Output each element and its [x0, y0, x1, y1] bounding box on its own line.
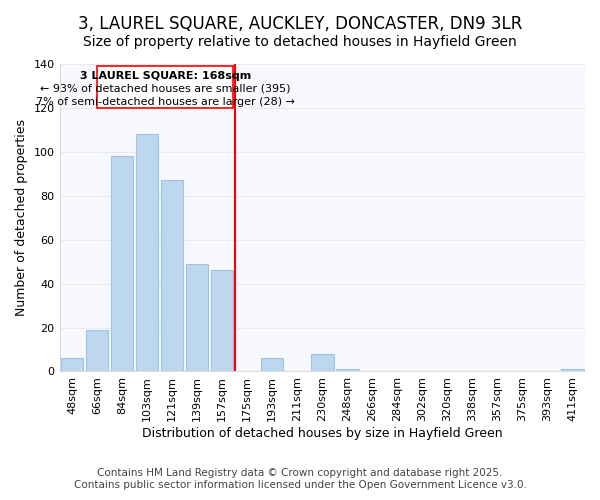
Bar: [111, 156, 133, 372]
Text: ← 93% of detached houses are smaller (395): ← 93% of detached houses are smaller (39…: [40, 84, 290, 94]
Text: 3 LAUREL SQUARE: 168sqm: 3 LAUREL SQUARE: 168sqm: [80, 70, 251, 81]
Text: Contains HM Land Registry data © Crown copyright and database right 2025.
Contai: Contains HM Land Registry data © Crown c…: [74, 468, 526, 490]
Bar: [186, 264, 208, 372]
Bar: [86, 330, 109, 372]
Bar: [311, 354, 334, 372]
Bar: [211, 270, 233, 372]
X-axis label: Distribution of detached houses by size in Hayfield Green: Distribution of detached houses by size …: [142, 427, 503, 440]
Bar: [561, 370, 584, 372]
Bar: [336, 370, 359, 372]
Bar: [261, 358, 283, 372]
Y-axis label: Number of detached properties: Number of detached properties: [15, 119, 28, 316]
Bar: [136, 134, 158, 372]
Text: Size of property relative to detached houses in Hayfield Green: Size of property relative to detached ho…: [83, 35, 517, 49]
Bar: [161, 180, 184, 372]
Text: 3, LAUREL SQUARE, AUCKLEY, DONCASTER, DN9 3LR: 3, LAUREL SQUARE, AUCKLEY, DONCASTER, DN…: [78, 15, 522, 33]
FancyBboxPatch shape: [97, 66, 233, 108]
Bar: [61, 358, 83, 372]
Text: 7% of semi-detached houses are larger (28) →: 7% of semi-detached houses are larger (2…: [36, 97, 295, 107]
